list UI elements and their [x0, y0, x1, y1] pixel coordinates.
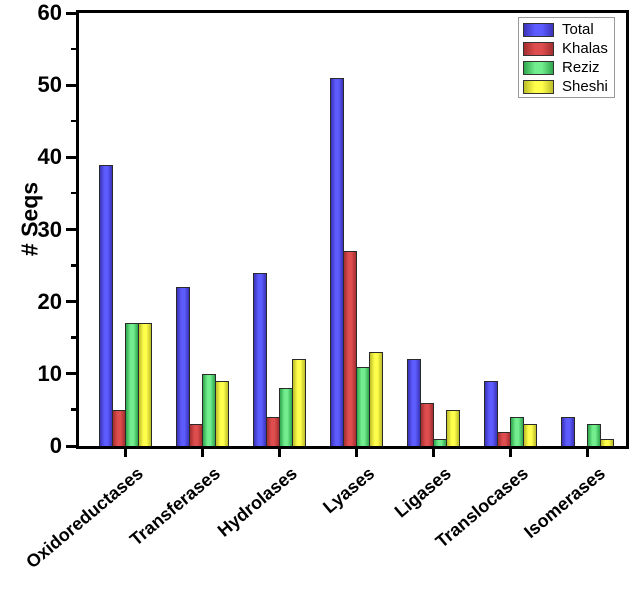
bar-khalas: [419, 402, 435, 446]
y-tick-minor: [71, 264, 77, 267]
bar-group-isomerases: [549, 13, 626, 446]
y-tick-minor: [71, 47, 77, 51]
y-tick-minor: [71, 408, 77, 411]
bar-total: [483, 381, 499, 446]
bar-sheshi: [291, 359, 307, 446]
legend-swatch-total: [523, 22, 554, 37]
legend-item: Sheshi: [523, 77, 614, 96]
y-tick-minor: [71, 119, 77, 123]
bar-sheshi: [445, 409, 461, 446]
bar-sheshi: [368, 352, 384, 446]
y-tick-major: [66, 444, 77, 448]
bar-sheshi: [522, 424, 538, 446]
legend-item: Total: [523, 20, 614, 39]
bar-group-hydrolases: [241, 13, 318, 446]
bar-total: [98, 164, 114, 446]
bar-total: [252, 272, 268, 446]
legend-label: Total: [562, 21, 594, 38]
legend-swatch-reziz: [523, 60, 554, 75]
y-tick-minor: [71, 336, 77, 339]
x-tick: [432, 449, 435, 457]
bar-sheshi: [137, 323, 153, 446]
y-tick-label: 40: [37, 144, 62, 170]
legend: Total Khalas Reziz Sheshi: [518, 17, 615, 98]
y-tick-major: [66, 83, 77, 87]
x-tick: [278, 449, 281, 457]
x-tick: [124, 449, 127, 457]
x-tick-label: Hydrolases: [214, 463, 302, 541]
legend-label: Khalas: [562, 40, 608, 57]
x-tick: [586, 449, 589, 457]
y-tick-major: [66, 372, 77, 376]
bar-group-ligases: [395, 13, 472, 446]
legend-item: Reziz: [523, 58, 614, 77]
legend-label: Sheshi: [562, 78, 608, 95]
y-tick-major: [66, 228, 77, 231]
x-tick: [355, 449, 358, 457]
x-tick-label: Lyases: [319, 463, 379, 518]
bar-group-transferases: [164, 13, 241, 446]
bar-reziz: [586, 424, 602, 446]
legend-item: Khalas: [523, 39, 614, 58]
x-tick: [509, 449, 512, 457]
y-tick-label: 60: [37, 0, 62, 25]
legend-label: Reziz: [562, 59, 600, 76]
plot-frame: [76, 10, 629, 449]
bar-group-lyases: [318, 13, 395, 446]
bar-group-oxidoreductases: [87, 13, 164, 446]
y-tick-label: 20: [37, 288, 62, 314]
y-tick-label: 30: [37, 216, 62, 242]
bar-total: [560, 417, 576, 446]
y-tick-major: [66, 300, 77, 304]
y-tick-major: [66, 155, 77, 159]
legend-swatch-khalas: [523, 41, 554, 56]
plot-area: [79, 13, 626, 446]
bar-sheshi: [214, 381, 230, 446]
x-tick-label: Oxidoreductases: [22, 463, 148, 573]
legend-swatch-sheshi: [523, 79, 554, 94]
y-tick-label: 10: [37, 360, 62, 386]
y-tick-minor: [71, 191, 77, 195]
x-tick-label: Isomerases: [520, 463, 610, 543]
x-tick: [201, 449, 204, 457]
y-tick-label: 50: [37, 72, 62, 98]
y-tick-label: 0: [49, 433, 62, 458]
bar-total: [175, 287, 191, 446]
bar-group-translocases: [472, 13, 549, 446]
bar-khalas: [342, 251, 358, 446]
y-tick-major: [66, 11, 77, 15]
x-tick-label: Ligases: [391, 463, 456, 522]
bar-sheshi: [599, 438, 615, 446]
